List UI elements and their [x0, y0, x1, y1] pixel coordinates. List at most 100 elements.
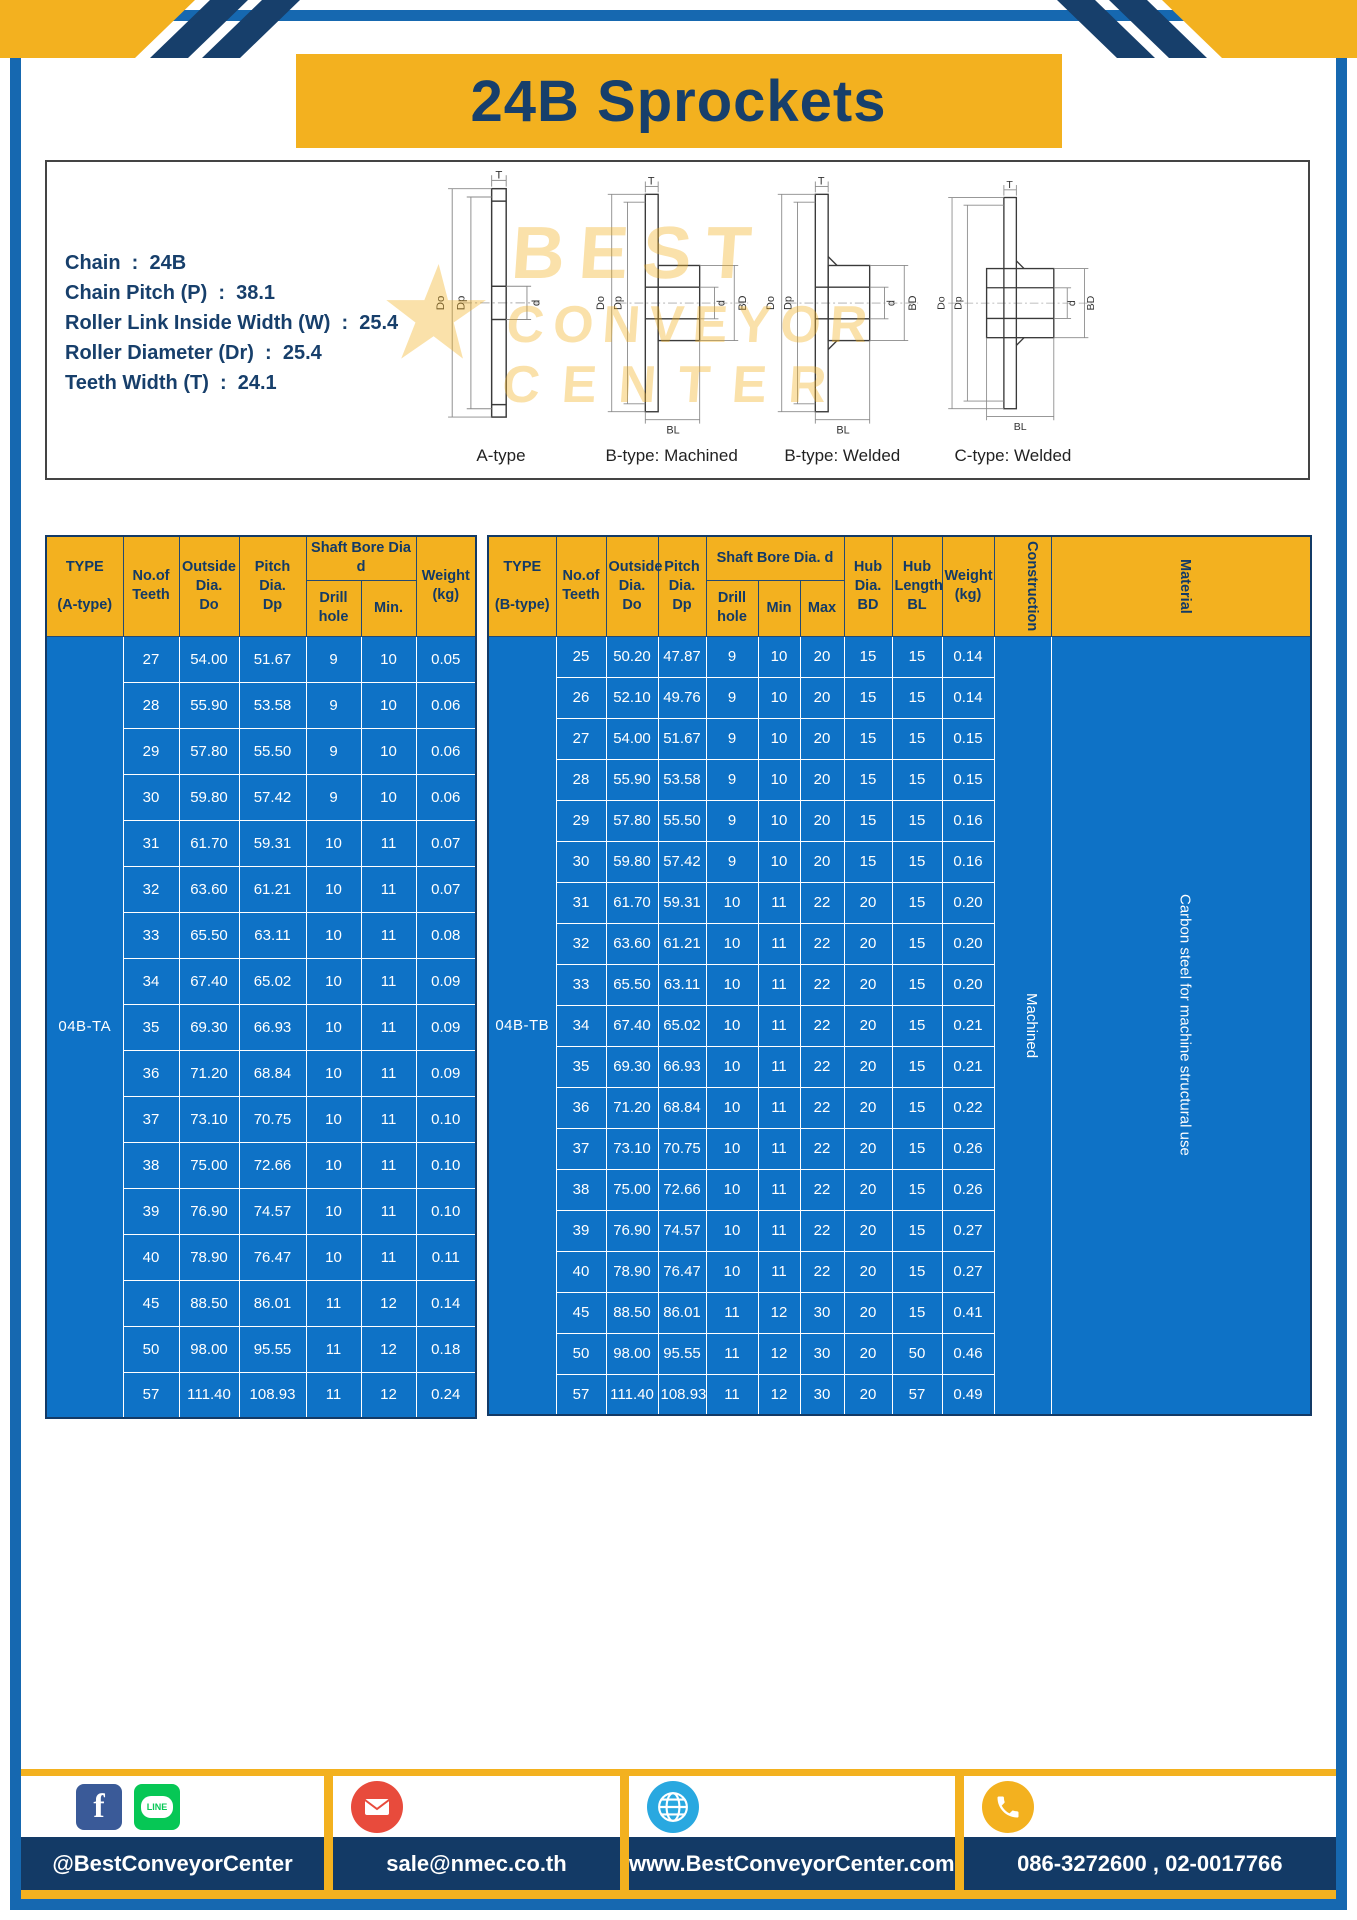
cell: 55.90	[178, 681, 240, 729]
header-teeth-a: No.of Teeth	[122, 535, 180, 637]
cell: 65.50	[605, 963, 659, 1006]
cell: 11	[360, 1003, 417, 1051]
cell: 30	[799, 1332, 845, 1375]
cell: 11	[705, 1373, 759, 1416]
footer-website-icons	[629, 1769, 955, 1837]
cell: 63.60	[605, 922, 659, 965]
cell: 10	[705, 1127, 759, 1170]
dim-label-bd: BD	[737, 295, 749, 310]
cell: 0.07	[415, 819, 477, 867]
cell: 35	[555, 1045, 607, 1088]
cell: 10	[757, 758, 801, 801]
dim-label-bd: BD	[907, 295, 919, 310]
cell: 28	[122, 681, 180, 729]
table-row: 29 57.80 55.50 9 10 0.06	[46, 727, 477, 775]
cell: 11	[360, 1049, 417, 1097]
cell: 0.05	[415, 635, 477, 683]
cell: 0.16	[941, 799, 995, 842]
cell: 35	[122, 1003, 180, 1051]
cell: 98.00	[178, 1325, 240, 1373]
cell: 11	[705, 1291, 759, 1334]
cell: 20	[799, 758, 845, 801]
cell: 10	[757, 799, 801, 842]
cell: 9	[305, 727, 362, 775]
cell: 15	[891, 1127, 943, 1170]
cell: 10	[705, 881, 759, 924]
cell: 61.70	[178, 819, 240, 867]
page-frame	[10, 10, 1347, 1910]
cell: 11	[757, 1209, 801, 1252]
dim-label-do: Do	[594, 296, 606, 310]
cell: 95.55	[238, 1325, 307, 1373]
cell: 15	[843, 717, 893, 760]
email-address: sale@nmec.co.th	[386, 1850, 567, 1876]
diagram-c-type-welded: Do Dp d BD BL T	[929, 170, 1097, 472]
cell: 9	[705, 758, 759, 801]
diagram-caption: B-type: Machined	[605, 446, 738, 465]
cell: 25	[555, 635, 607, 678]
cell: 30	[799, 1373, 845, 1416]
footer-phone-icons	[963, 1769, 1336, 1837]
footer-social-icons: f LINE	[21, 1769, 324, 1837]
cell: 11	[305, 1279, 362, 1327]
cell: 30	[555, 840, 607, 883]
header-type-b: TYPE (B-type)	[487, 535, 557, 637]
cell: 0.06	[415, 681, 477, 729]
cell: 68.84	[238, 1049, 307, 1097]
cell: 57.80	[178, 727, 240, 775]
cell: 49.76	[657, 676, 707, 719]
header-min-b: Min	[757, 579, 801, 637]
header-hub-length-b: Hub Length BL	[891, 535, 943, 637]
cell: 36	[555, 1086, 607, 1129]
cell: 47.87	[657, 635, 707, 678]
cell: 28	[555, 758, 607, 801]
cell: 15	[891, 758, 943, 801]
cell: 10	[360, 681, 417, 729]
cell: 63.11	[238, 911, 307, 959]
cell: 30	[122, 773, 180, 821]
cell: 10	[305, 1187, 362, 1235]
cell: 15	[891, 1250, 943, 1293]
cell: 53.58	[657, 758, 707, 801]
dim-label-bd: BD	[1085, 295, 1097, 310]
cell: 45	[555, 1291, 607, 1334]
cell: 22	[799, 1045, 845, 1088]
table-row: 34 67.40 65.02 10 11 0.09	[46, 957, 477, 1005]
cell: 0.07	[415, 865, 477, 913]
cell: 45	[122, 1279, 180, 1327]
table-row: 57 111.40 108.93 11 12 30 20 57 0.49	[488, 1373, 1311, 1416]
cell: 20	[799, 676, 845, 719]
cell: 20	[843, 1209, 893, 1252]
footer-section-social: f LINE @BestConveyorCenter	[21, 1769, 333, 1890]
cell: 12	[757, 1291, 801, 1334]
cell: 63.11	[657, 963, 707, 1006]
cell: 22	[799, 1168, 845, 1211]
cell: 20	[843, 1004, 893, 1047]
cell: 15	[843, 799, 893, 842]
cell: 57.42	[657, 840, 707, 883]
diagram-caption: C-type: Welded	[954, 446, 1072, 465]
cell: 29	[555, 799, 607, 842]
cell: 72.66	[238, 1141, 307, 1189]
cell: 66.93	[657, 1045, 707, 1088]
cell: 20	[843, 963, 893, 1006]
cell: 65.02	[657, 1004, 707, 1047]
cell: 26	[555, 676, 607, 719]
cell: 0.14	[415, 1279, 477, 1327]
cell: 0.16	[941, 840, 995, 883]
cell: 22	[799, 1086, 845, 1129]
cell: 10	[305, 1003, 362, 1051]
cell: 33	[555, 963, 607, 1006]
cell: 63.60	[178, 865, 240, 913]
cell: 22	[799, 963, 845, 1006]
header-teeth-b: No.of Teeth	[555, 535, 607, 637]
header-min-a: Min.	[360, 579, 417, 637]
material-value: Carbon steel for machine structural use	[1050, 635, 1312, 1416]
cell: 61.21	[238, 865, 307, 913]
header-type-a: TYPE (A-type)	[45, 535, 124, 637]
cell: 15	[891, 799, 943, 842]
cell: 20	[799, 799, 845, 842]
cell: 111.40	[178, 1371, 240, 1419]
cell: 9	[705, 676, 759, 719]
cell: 78.90	[605, 1250, 659, 1293]
